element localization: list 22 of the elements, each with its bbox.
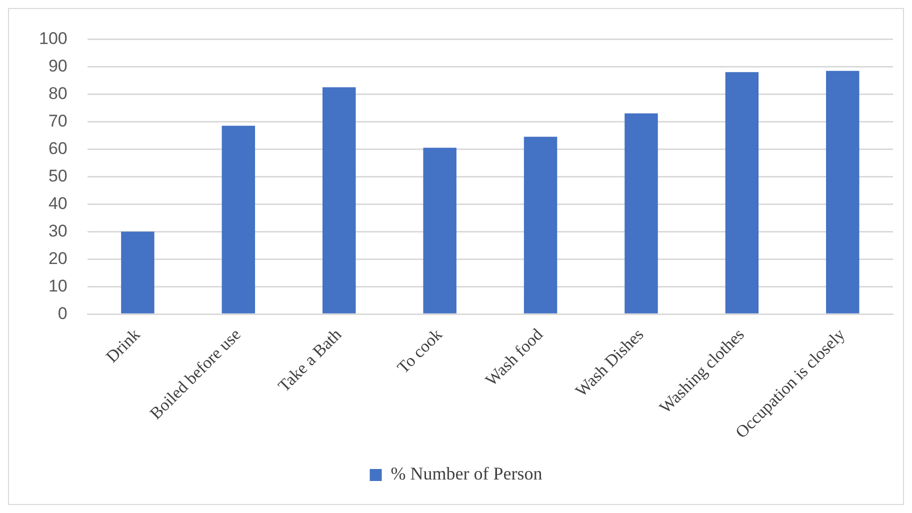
y-tick-label: 100 bbox=[38, 28, 68, 48]
bar bbox=[222, 126, 256, 314]
y-tick-label: 30 bbox=[48, 221, 68, 240]
bar bbox=[524, 136, 558, 314]
bar bbox=[322, 87, 356, 314]
y-tick-label: 50 bbox=[48, 166, 68, 186]
x-tick-label: Take a Bath bbox=[274, 324, 346, 396]
bar bbox=[624, 113, 658, 314]
y-tick-label: 20 bbox=[48, 248, 68, 268]
bar bbox=[725, 72, 759, 314]
y-tick-label: 90 bbox=[48, 56, 68, 76]
y-tick-label: 80 bbox=[48, 84, 68, 103]
y-tick-label: 40 bbox=[48, 194, 68, 213]
legend-label: % Number of Person bbox=[390, 464, 542, 484]
bar bbox=[121, 232, 154, 314]
bar bbox=[423, 148, 456, 314]
x-tick-label: To cook bbox=[393, 324, 446, 378]
y-tick-label: 10 bbox=[48, 276, 68, 296]
y-tick-label: 70 bbox=[48, 111, 68, 130]
bar bbox=[826, 70, 860, 314]
y-tick-label: 0 bbox=[58, 304, 68, 323]
y-tick-label: 60 bbox=[48, 138, 68, 158]
